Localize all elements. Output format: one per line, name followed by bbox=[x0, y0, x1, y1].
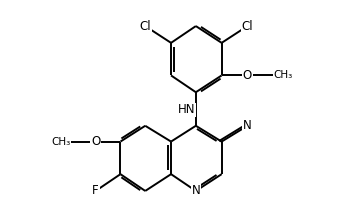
Text: CH₃: CH₃ bbox=[273, 70, 293, 80]
Text: O: O bbox=[243, 69, 252, 82]
Text: CH₃: CH₃ bbox=[52, 137, 71, 146]
Text: HN: HN bbox=[178, 104, 196, 116]
Text: N: N bbox=[191, 184, 200, 198]
Text: Cl: Cl bbox=[139, 20, 151, 32]
Text: Cl: Cl bbox=[241, 20, 253, 32]
Text: F: F bbox=[92, 184, 99, 198]
Text: O: O bbox=[91, 135, 100, 148]
Text: N: N bbox=[243, 119, 252, 132]
